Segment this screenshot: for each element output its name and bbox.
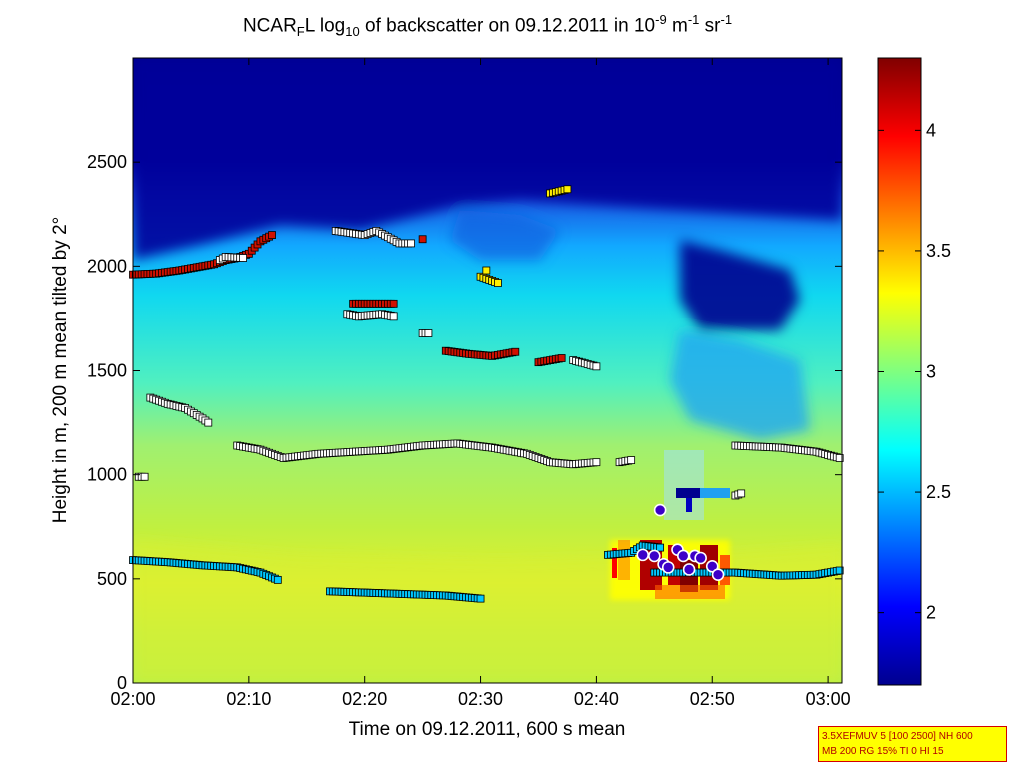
layer-marker	[407, 239, 415, 248]
layer-1780-red	[349, 299, 398, 308]
layer-marker	[389, 312, 398, 321]
colorbar	[877, 57, 922, 686]
echo-circle	[636, 548, 650, 562]
x-tick-label: 02:00	[110, 689, 155, 709]
layer-marker	[627, 456, 636, 464]
echo-circle	[653, 503, 667, 517]
y-axis-label: Height in m, 200 m mean tilted by 2°	[50, 217, 71, 523]
y-tick-label: 1000	[87, 465, 127, 485]
layer-1000-left	[134, 472, 149, 481]
layer-marker	[476, 594, 485, 603]
layer-marker	[204, 418, 213, 427]
layer-marker	[563, 185, 572, 194]
x-tick-label: 02:30	[458, 689, 503, 709]
y-tick-label: 2500	[87, 152, 127, 172]
layer-marker	[494, 279, 502, 287]
x-axis-label: Time on 09.12.2011, 600 s mean	[349, 719, 626, 740]
layer-marker	[418, 235, 427, 244]
layer-marker	[557, 354, 566, 362]
layer-mid-right	[731, 441, 844, 462]
layer-2150	[331, 227, 415, 248]
layer-marker	[273, 575, 282, 584]
layer-marker	[656, 543, 665, 552]
layer-lower-2	[326, 587, 485, 603]
layer-1500	[441, 346, 520, 360]
layer-marker	[140, 472, 149, 481]
y-tick-label: 1500	[87, 361, 127, 381]
layer-2350	[546, 185, 572, 198]
layer-marker	[511, 347, 520, 356]
x-tick-label: 03:00	[806, 689, 851, 709]
layer-left-decline	[146, 393, 213, 427]
layer-1500-c	[569, 356, 601, 371]
layer-marker	[835, 454, 844, 462]
x-tick-label: 02:50	[690, 689, 735, 709]
echo-circle	[648, 549, 661, 563]
layer-mid	[233, 439, 601, 469]
y-tick-label: 2000	[87, 256, 127, 276]
colorbar-tick-label: 3.5	[926, 241, 951, 261]
layer-marker	[268, 231, 276, 239]
x-tick-label: 02:20	[342, 689, 387, 709]
colorbar-axis: 2 2.5 3 3.5 4	[878, 120, 951, 623]
y-tick-label: 500	[97, 569, 127, 589]
layer-lower-4	[604, 541, 665, 559]
layer-marker	[592, 458, 601, 467]
settings-info-box: 3.5XEFMUV 5 [100 2500] NH 600 MB 200 RG …	[818, 726, 1007, 762]
echo-circle	[694, 551, 707, 565]
layer-1680	[418, 329, 433, 337]
layer-marker	[389, 299, 398, 308]
layer-2150-red	[418, 235, 427, 244]
x-tick-label: 02:40	[574, 689, 619, 709]
layer-1060	[615, 456, 636, 467]
layer-2000-white	[215, 253, 247, 264]
info-line-2: MB 200 RG 15% TI 0 HI 15	[822, 746, 944, 757]
layer-marker	[737, 489, 746, 498]
layer-marker	[482, 266, 491, 275]
heatmap-field	[133, 58, 842, 683]
layer-1500-b	[534, 354, 566, 367]
layer-marker	[592, 362, 601, 371]
echo-circle	[711, 568, 725, 581]
cloud-layer-markers	[129, 185, 844, 603]
colorbar-tick-label: 4	[926, 120, 936, 140]
echo-circle	[676, 549, 690, 563]
x-axis: 02:00 02:10 02:20 02:30 02:40 02:50 03:00	[110, 58, 851, 709]
colorbar-tick-label: 2	[926, 603, 936, 623]
echo-circle	[705, 560, 719, 573]
layer-1950	[476, 266, 502, 287]
x-tick-label: 02:10	[226, 689, 271, 709]
echo-circle	[682, 563, 696, 576]
chart-title: NCARFL log10 of backscatter on 09.12.201…	[242, 12, 733, 40]
layer-lower	[129, 556, 282, 584]
info-line-1: 3.5XEFMUV 5 [100 2500] NH 600	[822, 731, 973, 742]
layer-marker	[835, 566, 844, 575]
colorbar-tick-label: 2.5	[926, 482, 951, 502]
strong-echo-markers	[636, 503, 725, 581]
echo-circle	[661, 561, 675, 574]
layer-marker	[239, 254, 247, 262]
y-axis: 0 500 1000 1500 2000 2500	[87, 152, 842, 693]
layer-900	[731, 489, 746, 500]
layer-1780	[343, 310, 398, 321]
colorbar-tick-label: 3	[926, 362, 936, 382]
y-tick-label: 0	[117, 673, 127, 693]
layer-marker	[424, 329, 433, 337]
